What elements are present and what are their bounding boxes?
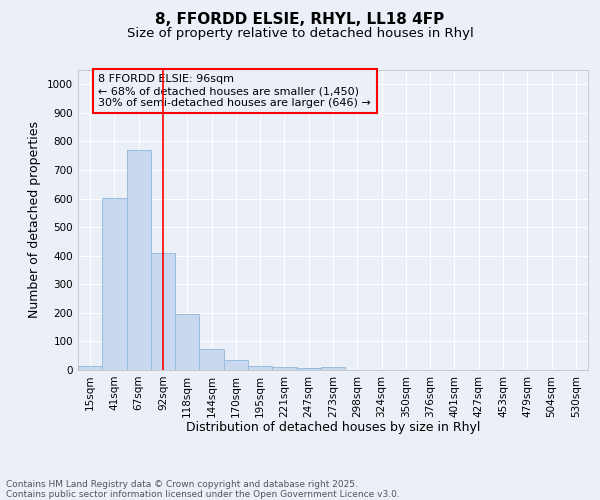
Bar [175, 314, 199, 370]
Y-axis label: Number of detached properties: Number of detached properties [28, 122, 41, 318]
Bar [321, 367, 345, 370]
Bar [102, 198, 127, 370]
X-axis label: Distribution of detached houses by size in Rhyl: Distribution of detached houses by size … [186, 421, 480, 434]
Text: Size of property relative to detached houses in Rhyl: Size of property relative to detached ho… [127, 28, 473, 40]
Bar [248, 366, 272, 370]
Bar [127, 150, 151, 370]
Text: 8 FFORDD ELSIE: 96sqm
← 68% of detached houses are smaller (1,450)
30% of semi-d: 8 FFORDD ELSIE: 96sqm ← 68% of detached … [98, 74, 371, 108]
Bar [78, 366, 102, 370]
Bar [224, 360, 248, 370]
Bar [151, 253, 175, 370]
Bar [296, 368, 321, 370]
Bar [272, 367, 296, 370]
Text: 8, FFORDD ELSIE, RHYL, LL18 4FP: 8, FFORDD ELSIE, RHYL, LL18 4FP [155, 12, 445, 28]
Bar [199, 348, 224, 370]
Text: Contains HM Land Registry data © Crown copyright and database right 2025.
Contai: Contains HM Land Registry data © Crown c… [6, 480, 400, 499]
